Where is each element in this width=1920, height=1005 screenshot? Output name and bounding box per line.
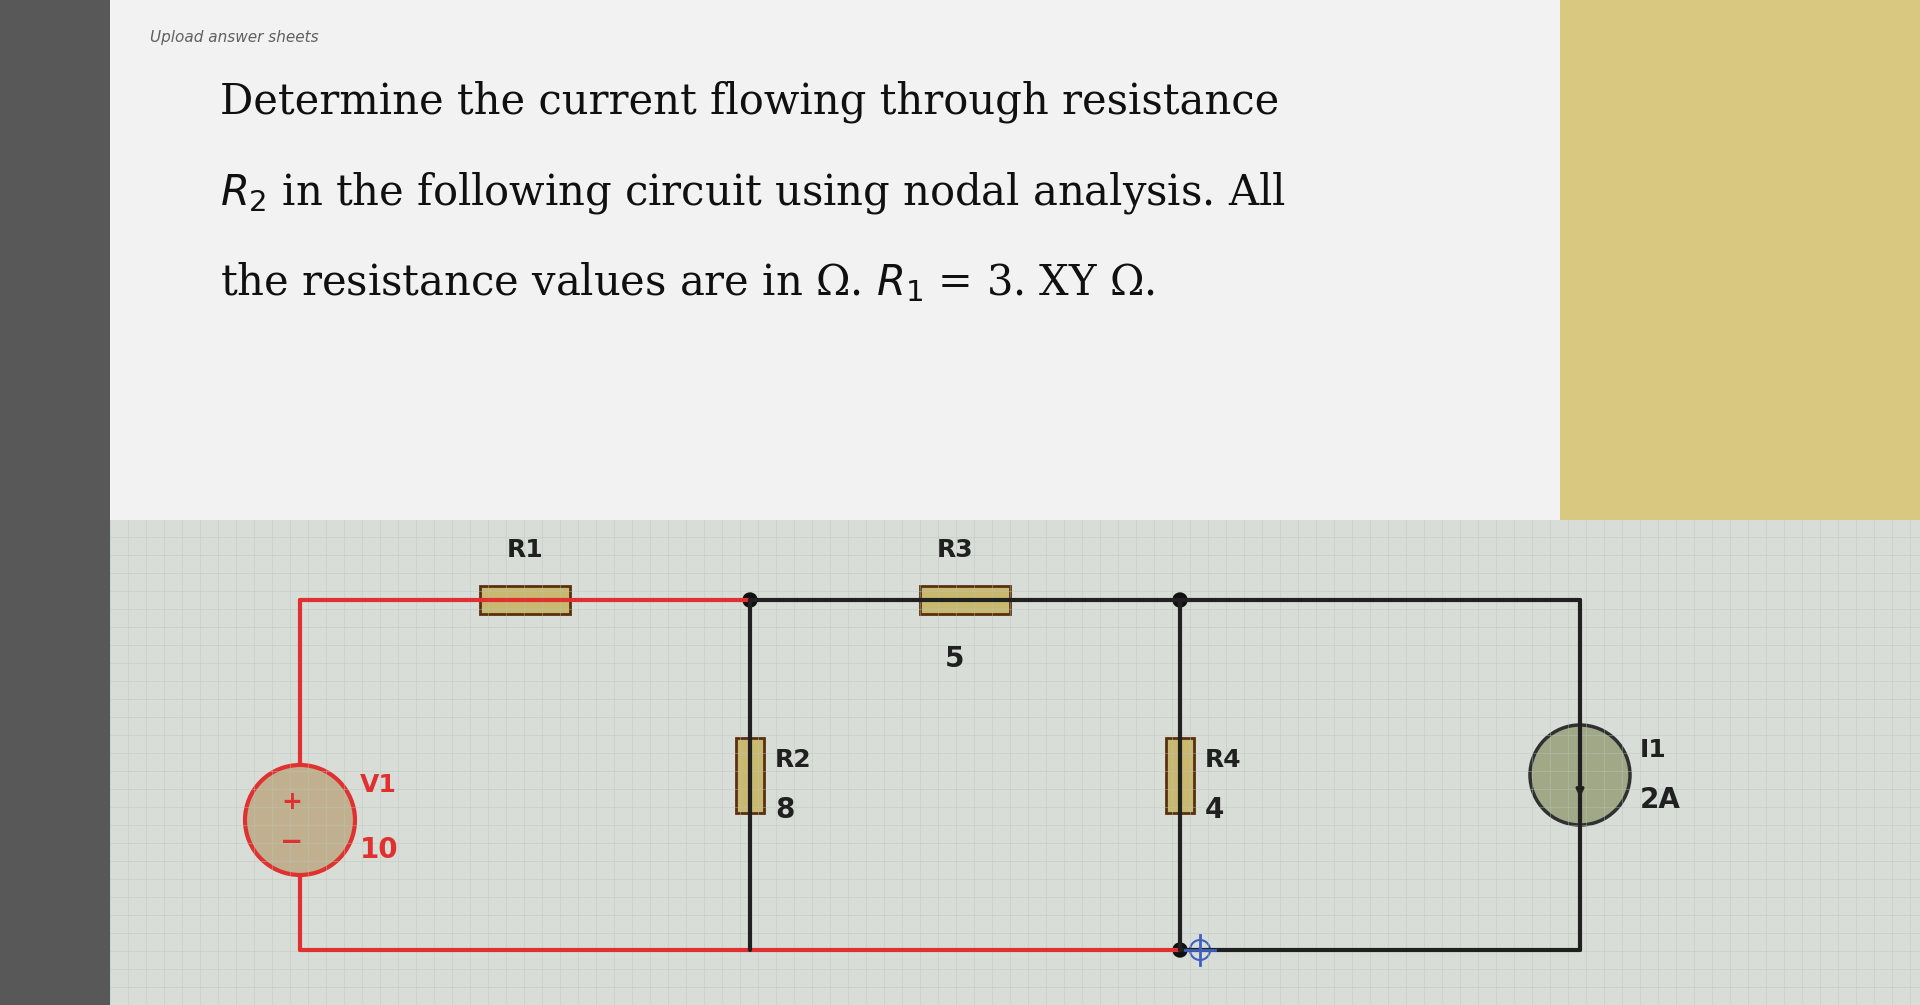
Text: Upload answer sheets: Upload answer sheets <box>150 30 319 45</box>
Text: R2: R2 <box>776 748 812 772</box>
FancyBboxPatch shape <box>480 586 570 614</box>
FancyBboxPatch shape <box>1559 0 1920 555</box>
Text: R1: R1 <box>507 538 543 562</box>
Text: 10: 10 <box>361 836 399 864</box>
Text: I1: I1 <box>1640 738 1667 762</box>
Text: 5: 5 <box>945 645 964 673</box>
FancyBboxPatch shape <box>0 0 109 1005</box>
Text: −: − <box>280 828 303 856</box>
Text: 2A: 2A <box>1640 786 1680 814</box>
Text: R3: R3 <box>937 538 973 562</box>
Circle shape <box>743 593 756 607</box>
Text: 8: 8 <box>776 796 795 824</box>
FancyBboxPatch shape <box>1165 738 1194 812</box>
Text: 4: 4 <box>1206 796 1225 824</box>
FancyBboxPatch shape <box>735 738 764 812</box>
Circle shape <box>1530 725 1630 825</box>
Circle shape <box>246 765 355 875</box>
FancyBboxPatch shape <box>109 0 1559 555</box>
Text: +: + <box>282 790 303 814</box>
FancyBboxPatch shape <box>920 586 1010 614</box>
FancyBboxPatch shape <box>109 520 1920 1005</box>
Text: R4: R4 <box>1206 748 1242 772</box>
Circle shape <box>1173 593 1187 607</box>
Text: the resistance values are in Ω. $R_1$ = 3. XY Ω.: the resistance values are in Ω. $R_1$ = … <box>221 260 1156 304</box>
Text: Determine the current flowing through resistance: Determine the current flowing through re… <box>221 80 1279 123</box>
Text: $R_2$ in the following circuit using nodal analysis. All: $R_2$ in the following circuit using nod… <box>221 170 1286 216</box>
Circle shape <box>1173 943 1187 957</box>
Text: V1: V1 <box>361 773 397 797</box>
